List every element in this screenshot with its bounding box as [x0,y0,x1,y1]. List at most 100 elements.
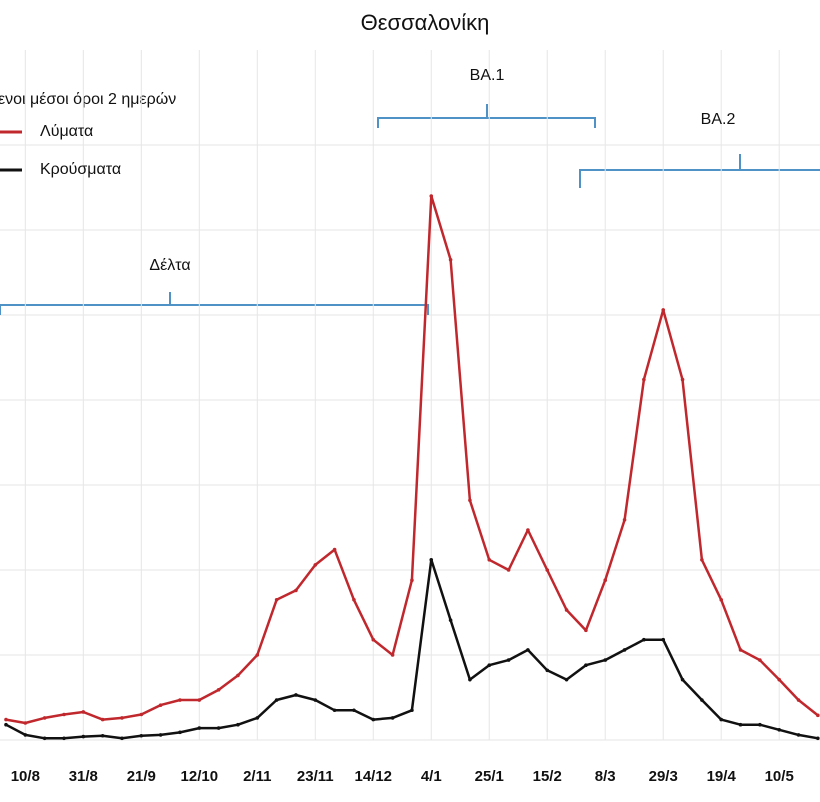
point [758,722,762,727]
point [468,498,472,503]
point [332,708,337,713]
point [313,563,318,567]
point [584,663,588,667]
point [603,658,608,662]
point [680,677,685,682]
point [526,648,530,652]
x-tick-label: 25/1 [475,768,504,785]
point [622,648,627,652]
x-tick-label: 12/10 [181,768,219,785]
x-tick-label: 2/11 [243,768,271,785]
series-line [5,194,819,725]
x-tick-label: 31/8 [69,768,98,785]
point [487,663,492,667]
point [4,717,8,722]
point [661,308,666,312]
point [197,726,202,730]
point [410,708,414,713]
point [390,653,395,657]
point [816,713,820,718]
x-tick-label: 8/3 [595,768,616,785]
x-tick-label: 23/11 [297,768,334,785]
annotation: BA.2 [701,111,736,128]
point [506,658,511,662]
point [603,578,608,582]
point [100,733,105,738]
point [661,637,666,642]
point [758,658,762,662]
legend-label: Κρούσματα [40,161,121,178]
point [622,518,627,522]
point [23,721,28,725]
point [719,717,724,722]
point [178,730,182,735]
point [274,597,279,602]
point [42,736,47,741]
h-grid [0,144,820,741]
point [371,637,376,642]
point [158,733,163,737]
annotation: BA.1 [470,67,505,84]
point [42,716,47,720]
point [236,673,240,678]
point [680,377,685,382]
point [390,716,395,720]
point [23,733,28,737]
point [139,733,144,738]
point [158,703,163,707]
point [777,728,781,732]
point [100,717,105,722]
point [700,698,704,702]
point [313,698,318,702]
x-tick-label: 21/9 [127,768,156,785]
point [62,712,66,717]
point [429,194,434,198]
brace [579,154,820,188]
point [255,716,260,720]
point [81,734,86,739]
brace [0,292,429,315]
point [120,716,124,720]
point [487,558,492,562]
point [332,547,337,552]
point [352,708,356,713]
x-tick-label: 10/8 [11,768,40,785]
point [506,568,511,572]
point [62,736,66,741]
point [584,628,588,633]
point [564,608,569,612]
point [139,712,144,717]
point [294,588,298,593]
point [197,698,202,702]
point [796,733,801,737]
point [738,648,743,652]
x-tick-label: 14/12 [354,768,392,785]
point [274,698,279,702]
chart-title: Θεσσαλονίκη [361,10,490,35]
point [545,568,550,572]
point [410,578,414,582]
point [642,637,646,642]
point [120,736,124,741]
point [700,558,704,562]
x-tick-label: 4/1 [421,768,442,785]
x-tick-label: 29/3 [649,768,678,785]
annotation: Δέλτα [149,257,190,274]
point [719,597,724,602]
point [236,722,240,727]
point [468,677,472,682]
point [545,668,550,673]
point [448,257,453,262]
point [371,717,376,722]
point [448,618,453,622]
point [255,653,260,657]
legend-title: ενοι μέσοι όροι 2 ημερών [0,91,176,108]
x-tick-label: 15/2 [533,768,562,785]
point [526,528,530,532]
legend-label: Λύματα [40,123,93,140]
point [216,726,221,730]
point [816,736,820,741]
point [796,698,801,702]
brace [377,104,596,128]
